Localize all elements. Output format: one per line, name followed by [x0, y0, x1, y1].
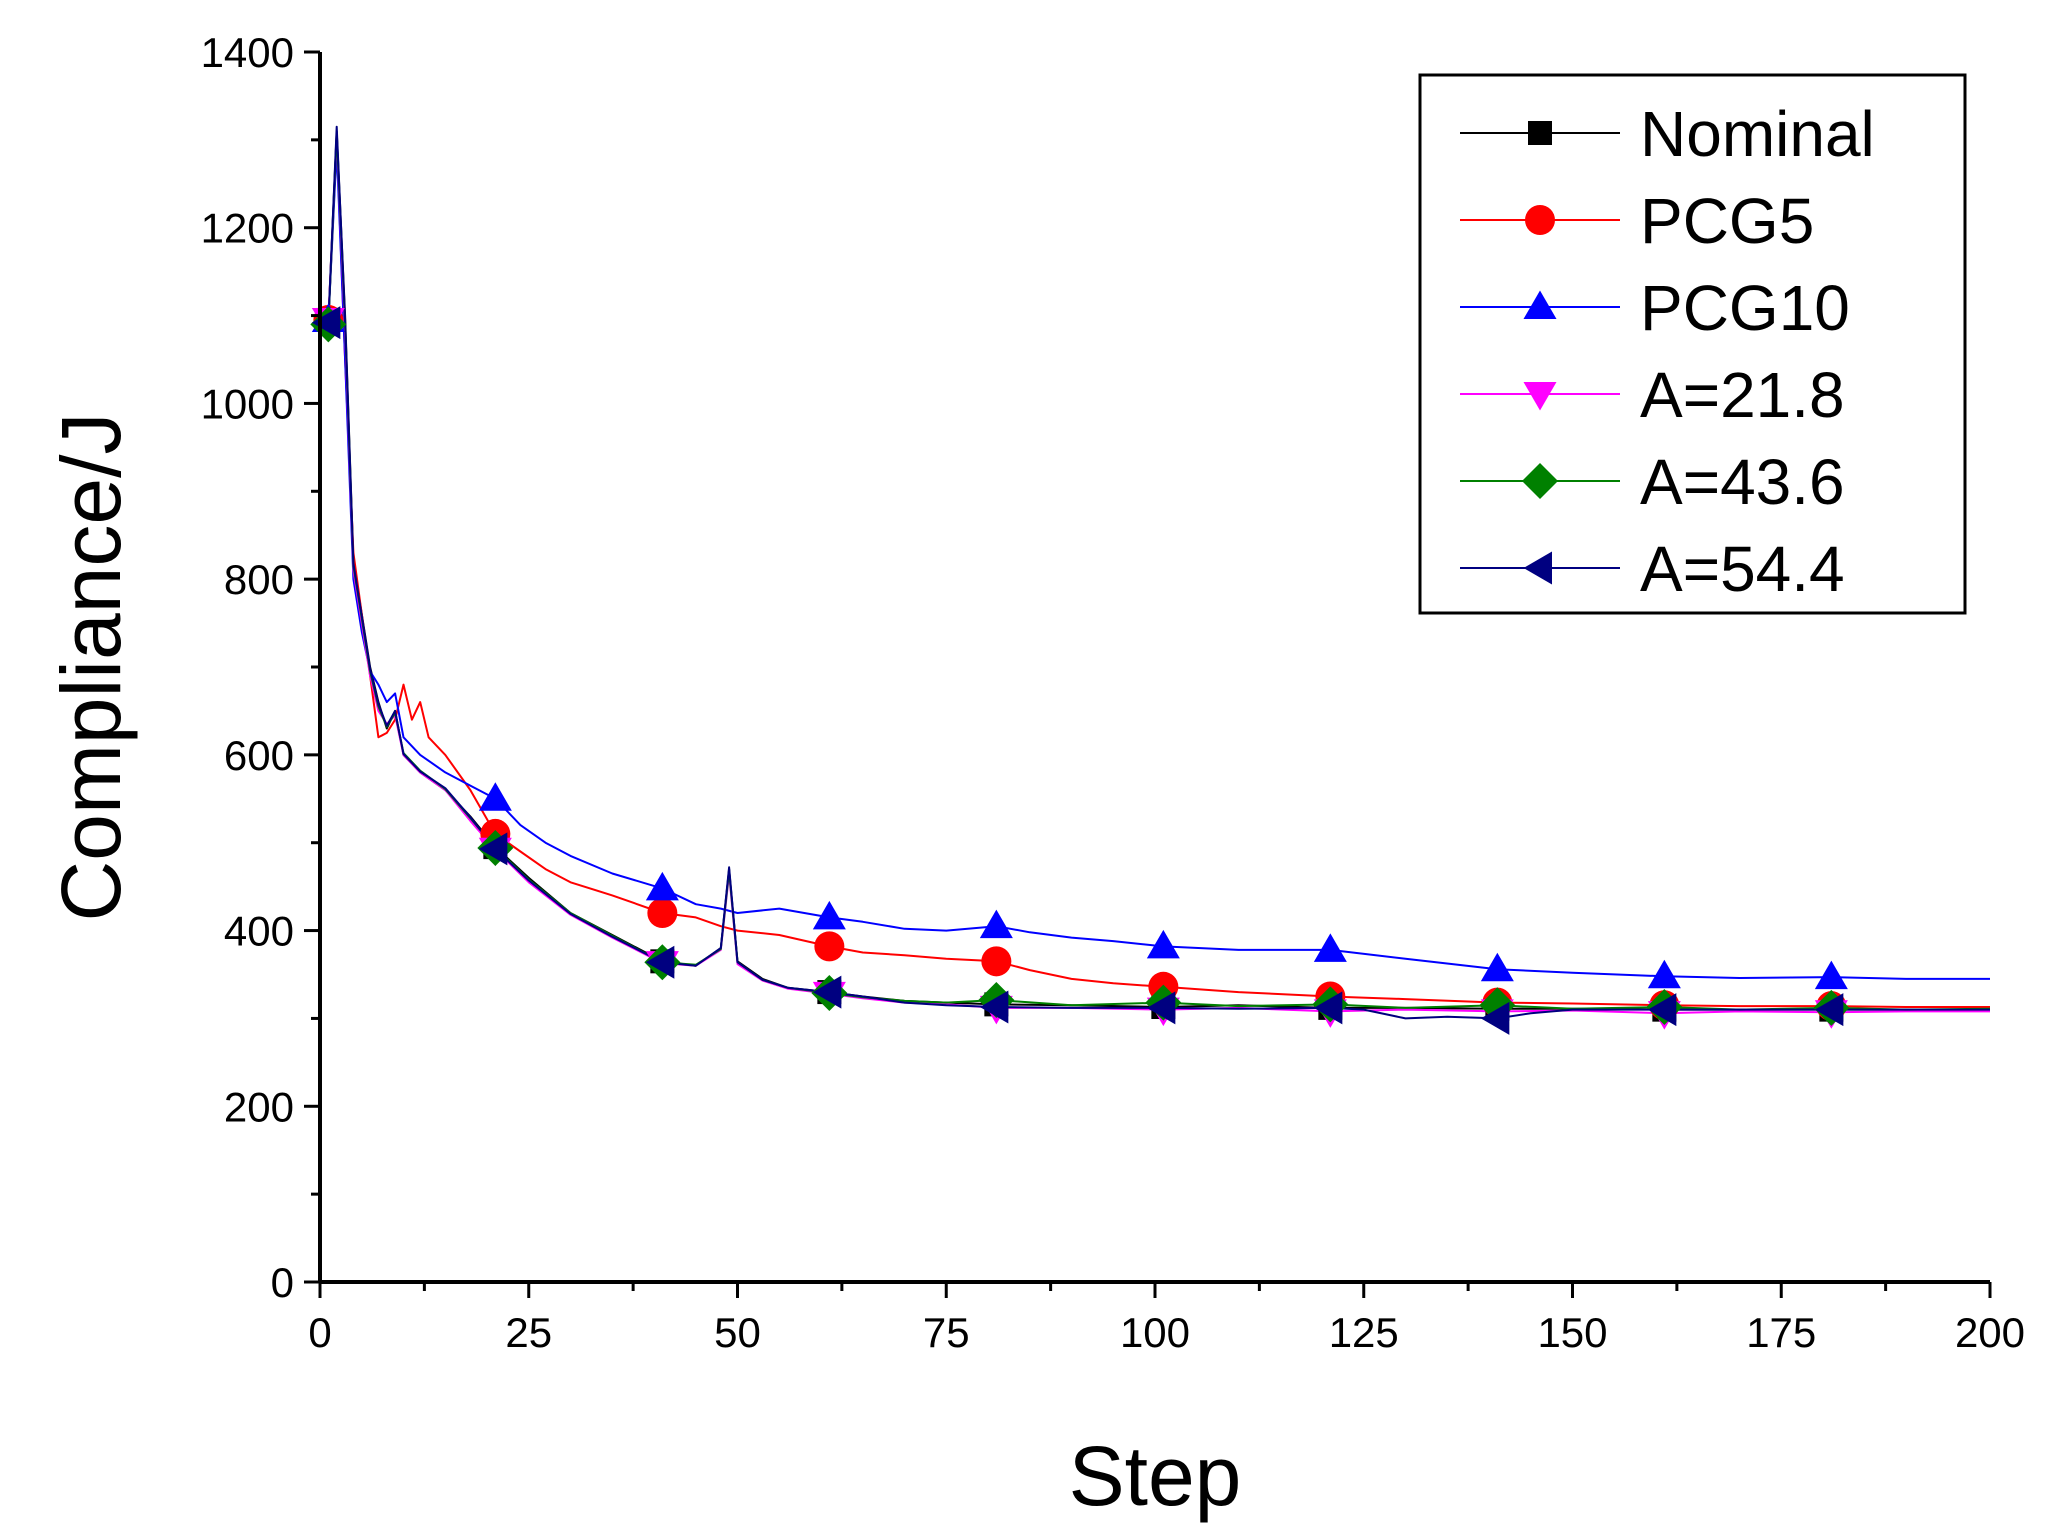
legend-item-a-21-8: A=21.8	[1460, 359, 1845, 431]
data-point-a-54-4	[812, 975, 842, 1009]
legend-marker-a-43-6	[1522, 463, 1558, 499]
data-point-pcg10	[478, 782, 512, 811]
x-tick-label: 50	[714, 1309, 761, 1356]
legend-item-nominal: Nominal	[1460, 98, 1875, 170]
series-markers	[310, 303, 1850, 1035]
legend-marker-a-54-4	[1523, 551, 1552, 585]
y-ticks: 0 200 400 600 800 1000 1200 1400	[201, 29, 320, 1306]
y-tick-label: 200	[224, 1083, 294, 1130]
series-line-pcg5	[320, 138, 1990, 1008]
data-point-a-54-4	[1313, 991, 1343, 1025]
x-axis-title: Step	[1069, 1429, 1242, 1523]
data-point-pcg10	[645, 871, 679, 901]
legend-item-a-54-4: A=54.4	[1460, 533, 1845, 605]
x-tick-label: 100	[1120, 1309, 1190, 1356]
data-point-a-54-4	[311, 306, 341, 340]
y-tick-label: 1200	[201, 205, 294, 252]
legend-marker-nominal	[1528, 121, 1552, 145]
legend-item-pcg10: PCG10	[1460, 272, 1850, 344]
plot-area	[310, 125, 1991, 1035]
legend-marker-pcg5	[1525, 205, 1555, 235]
data-point-pcg5	[647, 898, 678, 928]
data-point-a-54-4	[1647, 993, 1677, 1027]
legend-label: PCG10	[1640, 272, 1850, 344]
legend: Nominal PCG5 PCG10 A=21.8 A=43.6 A=54.4	[1418, 73, 1967, 615]
y-tick-label: 400	[224, 908, 294, 955]
y-tick-label: 1000	[201, 380, 294, 427]
data-point-a-54-4	[979, 990, 1009, 1024]
legend-label: Nominal	[1640, 98, 1875, 170]
x-tick-label: 0	[308, 1309, 331, 1356]
legend-label: A=54.4	[1640, 533, 1845, 605]
data-point-a-54-4	[645, 945, 675, 979]
data-point-pcg10	[1814, 960, 1848, 990]
x-tick-label: 150	[1537, 1309, 1607, 1356]
legend-box	[1418, 73, 1967, 615]
data-point-a-54-4	[478, 832, 508, 866]
data-point-pcg10	[979, 909, 1013, 939]
data-point-pcg5	[814, 931, 845, 962]
x-tick-label: 25	[505, 1309, 552, 1356]
data-point-a-54-4	[1146, 991, 1176, 1025]
y-tick-label: 0	[271, 1259, 294, 1306]
legend-marker-a-21-8	[1523, 382, 1557, 411]
axes: 0 25 50 75 100 125 150 175 200 0 200 400 600 800 1000…	[201, 29, 2025, 1356]
data-point-a-54-4	[1480, 1001, 1510, 1035]
data-point-pcg10	[1146, 929, 1180, 959]
legend-label: A=21.8	[1640, 359, 1845, 431]
data-point-pcg10	[1480, 952, 1514, 982]
x-tick-label: 175	[1746, 1309, 1816, 1356]
data-point-a-54-4	[1814, 993, 1844, 1027]
x-ticks: 0 25 50 75 100 125 150 175 200	[308, 1282, 2025, 1356]
y-axis-title: Compliance/J	[44, 413, 138, 922]
data-point-pcg5	[981, 946, 1012, 977]
legend-label: A=43.6	[1640, 446, 1845, 518]
data-point-pcg10	[812, 900, 846, 930]
legend-item-a-43-6: A=43.6	[1460, 446, 1845, 518]
legend-label: PCG5	[1640, 185, 1814, 257]
x-tick-label: 125	[1329, 1309, 1399, 1356]
series-line-a-54-4	[320, 125, 1990, 1020]
x-tick-label: 200	[1955, 1309, 2025, 1356]
series-line-pcg10	[320, 147, 1990, 980]
data-point-pcg10	[1647, 959, 1681, 989]
series-markers-a-54-4	[311, 306, 1844, 1035]
y-tick-label: 800	[224, 556, 294, 603]
legend-item-pcg5: PCG5	[1460, 185, 1814, 257]
y-tick-label: 1400	[201, 29, 294, 76]
legend-marker-pcg10	[1523, 290, 1557, 319]
data-point-pcg10	[1313, 933, 1347, 962]
x-tick-label: 75	[923, 1309, 970, 1356]
series-lines	[320, 125, 1991, 1020]
y-tick-label: 600	[224, 732, 294, 779]
